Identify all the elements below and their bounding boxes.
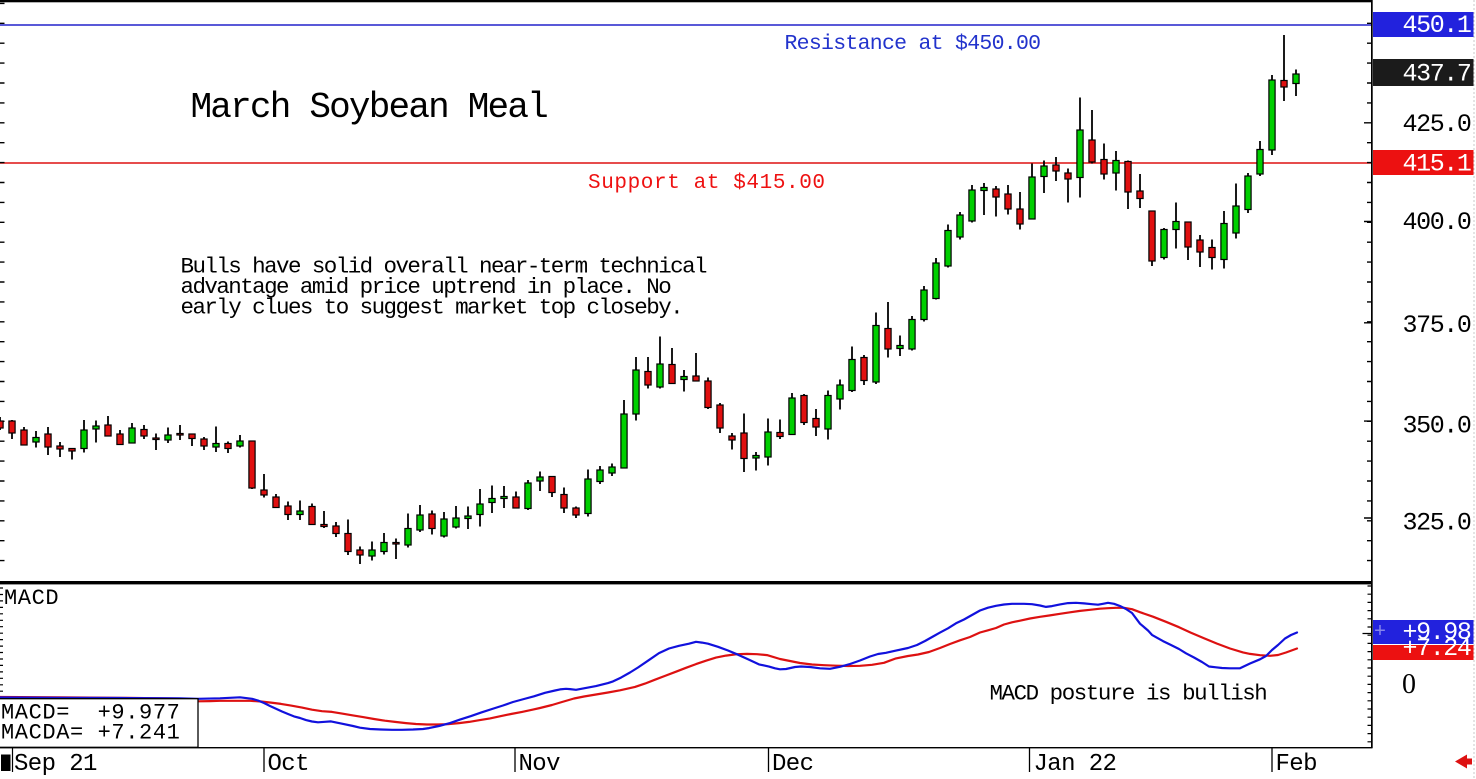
svg-text:Dec: Dec	[772, 751, 813, 778]
svg-text:March Soybean Meal: March Soybean Meal	[191, 87, 548, 128]
svg-text:437.7: 437.7	[1402, 60, 1470, 89]
svg-text:350.0: 350.0	[1402, 412, 1470, 441]
svg-text:Bulls have solid overall near-: Bulls have solid overall near-term techn…	[181, 253, 708, 279]
svg-text:advantage amid price uptrend i: advantage amid price uptrend in place. N…	[181, 274, 672, 300]
svg-text:MACD= +9.977: MACD= +9.977	[1, 700, 180, 725]
svg-text:450.1: 450.1	[1402, 11, 1470, 40]
svg-text:Resistance at $450.00: Resistance at $450.00	[785, 32, 1041, 56]
svg-text:Feb: Feb	[1276, 751, 1317, 778]
svg-text:400.0: 400.0	[1402, 208, 1470, 237]
svg-text:MACDA= +7.241: MACDA= +7.241	[1, 720, 180, 745]
svg-text:425.0: 425.0	[1402, 110, 1470, 139]
svg-text:375.0: 375.0	[1402, 311, 1470, 340]
svg-text:Sep 21: Sep 21	[14, 751, 97, 778]
svg-text:Nov: Nov	[519, 751, 561, 778]
svg-text:+9.98: +9.98	[1402, 618, 1470, 647]
svg-text:MACD posture is bullish: MACD posture is bullish	[990, 681, 1267, 707]
svg-text:+: +	[1374, 621, 1386, 644]
svg-text:Jan 22: Jan 22	[1034, 751, 1117, 778]
svg-text:+7.24: +7.24	[1402, 634, 1470, 663]
svg-text:early clues to suggest market: early clues to suggest market top closeb…	[181, 294, 683, 320]
svg-text:415.1: 415.1	[1402, 149, 1470, 178]
svg-text:325.0: 325.0	[1402, 509, 1470, 538]
svg-text:MACD: MACD	[4, 586, 59, 611]
svg-text:Oct: Oct	[268, 751, 309, 778]
svg-text:Support at $415.00: Support at $415.00	[588, 172, 826, 195]
svg-text:0: 0	[1402, 669, 1416, 700]
